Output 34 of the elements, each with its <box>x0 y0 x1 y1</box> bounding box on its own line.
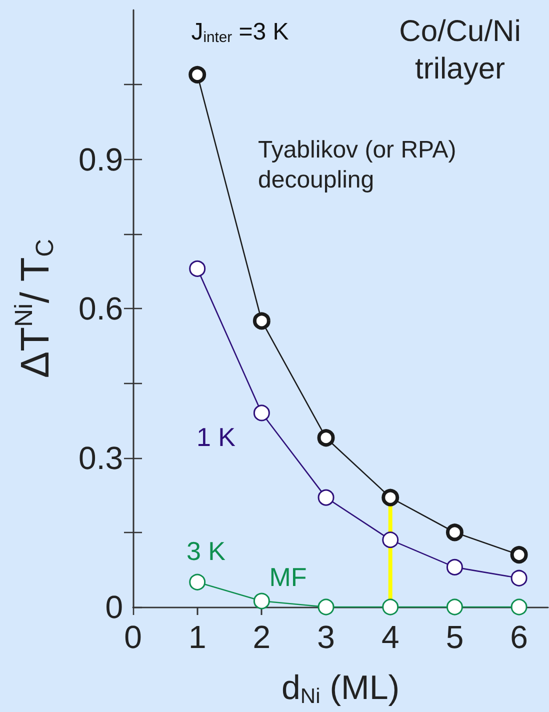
y-axis-title: ΔTNi/ TC <box>11 238 59 378</box>
point <box>253 592 270 610</box>
annotation: Tyablikov (or RPA) decoupling <box>258 136 456 194</box>
x-tick-label: 4 <box>381 619 400 655</box>
point <box>188 66 206 84</box>
point <box>189 574 206 590</box>
point <box>317 429 335 447</box>
point <box>189 260 206 277</box>
point <box>510 546 528 564</box>
point <box>510 598 528 616</box>
y-tick-label: 0.6 <box>78 290 123 326</box>
annotation: 3 K <box>186 536 226 566</box>
annotation: Co/Cu/Ni trilayer <box>399 14 521 86</box>
point <box>382 488 400 506</box>
annotation: MF <box>269 562 307 592</box>
x-tick-label: 3 <box>317 619 335 655</box>
point <box>382 598 399 616</box>
point <box>318 489 334 506</box>
x-tick-label: 5 <box>446 619 464 655</box>
x-tick-label: 6 <box>510 619 528 655</box>
point <box>510 570 528 586</box>
y-tick-label: 0 <box>105 589 123 625</box>
point <box>318 598 334 616</box>
y-tick-label: 0.3 <box>78 440 123 476</box>
x-tick-label: 2 <box>252 619 271 655</box>
annotation: 1 K <box>196 422 236 452</box>
point <box>446 598 463 616</box>
point <box>446 558 463 576</box>
point <box>253 404 270 422</box>
point <box>252 312 270 330</box>
point <box>446 524 464 542</box>
point <box>382 532 399 548</box>
x-tick-label: 1 <box>188 619 206 655</box>
y-tick-label: 0.9 <box>78 141 123 178</box>
